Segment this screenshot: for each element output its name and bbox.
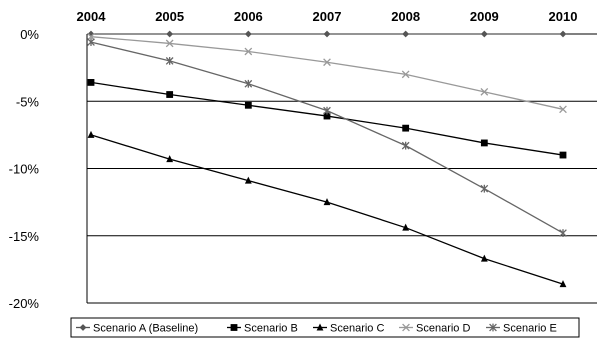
legend-label: Scenario D (416, 323, 470, 335)
legend-label: Scenario B (244, 323, 298, 335)
data-point (165, 39, 174, 48)
y-tick-label: -5% (16, 94, 40, 109)
legend-swatch-marker (230, 324, 238, 331)
y-tick-label: -20% (9, 296, 40, 311)
x-marker-stroke (559, 105, 567, 114)
data-point (87, 79, 95, 86)
x-tick-label: 2005 (155, 9, 184, 24)
data-point (480, 254, 488, 262)
x-axis-tick-labels: 2004 2005 2006 2007 2008 2009 2010 (77, 9, 578, 24)
x-tick-label: 2004 (77, 9, 107, 24)
data-point (323, 112, 331, 120)
data-point (401, 70, 410, 79)
series-1 (87, 79, 567, 159)
data-point (166, 91, 174, 98)
y-axis-tick-labels: 0% -5% -10% -15% -20% (9, 27, 40, 311)
series-3 (87, 32, 567, 114)
data-point (244, 30, 252, 38)
data-point (244, 79, 253, 88)
legend-swatch-marker (402, 323, 410, 332)
legend: Scenario A (Baseline) Scenario B Scenario … (70, 317, 580, 338)
legend-label: Scenario C (330, 323, 384, 335)
data-point (244, 176, 252, 184)
data-point (244, 101, 252, 109)
data-point (323, 30, 331, 38)
legend-label: Scenario E (503, 323, 557, 335)
y-tick-label: -10% (9, 162, 40, 177)
data-point (480, 30, 488, 38)
series-0 (87, 30, 567, 38)
data-point (480, 139, 488, 147)
x-marker-stroke (401, 70, 410, 79)
data-point (559, 105, 567, 114)
data-point (559, 30, 567, 38)
x-marker-stroke (323, 58, 331, 67)
x-tick-label: 2006 (234, 9, 263, 24)
y-tick-label: 0% (20, 27, 39, 42)
data-point (323, 58, 331, 67)
data-point (244, 47, 253, 56)
series-4 (87, 38, 567, 237)
gridlines (86, 33, 597, 304)
x-tick-label: 2008 (391, 9, 420, 24)
legend-swatch-marker (316, 323, 324, 331)
series-line (90, 134, 564, 285)
series-lines (87, 30, 567, 288)
x-tick-label: 2009 (470, 9, 499, 24)
legend-item: Scenario A (Baseline) (76, 323, 198, 335)
data-point (480, 87, 489, 96)
y-tick-label: -15% (9, 229, 40, 244)
data-point (323, 198, 331, 206)
legend-item: Scenario C (313, 323, 384, 335)
data-point (401, 141, 410, 150)
data-point (87, 130, 95, 138)
x-marker-stroke (165, 39, 174, 48)
data-point (402, 223, 410, 231)
data-point (559, 229, 567, 237)
data-point (87, 38, 95, 46)
legend-item: Scenario E (486, 323, 557, 335)
x-marker-stroke (244, 47, 253, 56)
data-point (165, 57, 174, 65)
x-tick-label: 2007 (313, 9, 342, 24)
data-point (166, 155, 174, 163)
data-point (559, 280, 567, 288)
legend-swatch-marker (79, 324, 87, 331)
x-marker-stroke (402, 323, 410, 332)
legend-item: Scenario D (399, 323, 470, 335)
data-point (402, 30, 410, 38)
data-point (323, 106, 331, 115)
data-point (166, 30, 174, 38)
data-point (480, 184, 489, 193)
legend-swatch-marker (489, 323, 497, 332)
legend-item: Scenario B (227, 323, 298, 335)
series-2 (87, 130, 567, 288)
data-point (559, 151, 567, 159)
x-tick-label: 2010 (549, 9, 578, 24)
legend-label: Scenario A (Baseline) (93, 323, 198, 335)
x-marker-stroke (480, 87, 489, 96)
data-point (402, 124, 410, 132)
series-line (90, 36, 564, 110)
